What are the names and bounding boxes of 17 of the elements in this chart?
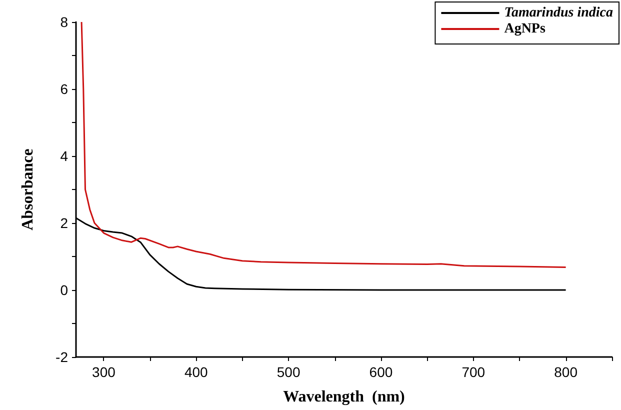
y-axis-title: Absorbance [20,148,36,230]
x-tick-label: 500 [276,364,300,380]
y-tick-label: 4 [60,148,68,164]
x-tick-label: 600 [369,364,393,380]
x-tick-label: 400 [184,364,208,380]
y-tick-label: 0 [60,282,68,298]
legend-label: AgNPs [504,22,546,36]
y-tick-label: -2 [56,349,68,365]
x-tick-label: 800 [554,364,578,380]
y-tick-label: 8 [60,14,68,30]
y-tick-label: 6 [60,81,68,97]
line-series [80,21,567,268]
legend-label: Tamarindus indica [504,6,614,20]
y-tick-label: 2 [60,215,68,231]
x-axis-title: Wavelength (nm) [283,388,405,406]
x-tick-label: 300 [92,364,116,380]
x-tick-label: 700 [462,364,486,380]
